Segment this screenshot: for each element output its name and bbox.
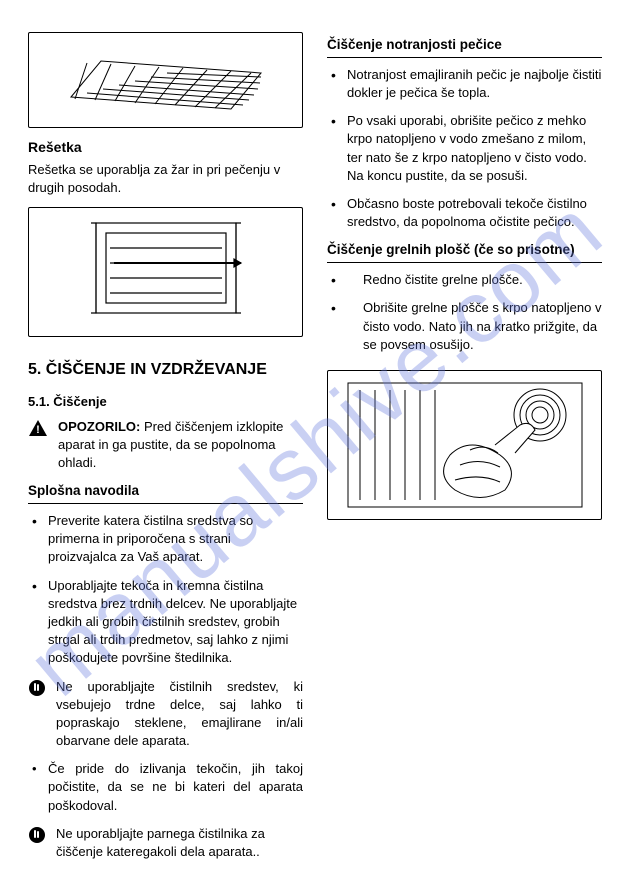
warning-icon: !: [28, 418, 50, 473]
subsection-title: 5.1. Čiščenje: [28, 393, 303, 411]
list-item: • Če pride do izlivanja tekočin, jih tak…: [28, 760, 303, 815]
list-item: Obrišite grelne plošče s krpo natopljeno…: [327, 299, 602, 354]
illustration-grille: [28, 32, 303, 128]
list-item: Po vsaki uporabi, obrišite pečico z mehk…: [327, 112, 602, 185]
list-item: Ne uporabljajte parnega čistilnika za či…: [28, 825, 303, 861]
grille-text: Rešetka se uporablja za žar in pri pečen…: [28, 161, 303, 197]
list-item: Redno čistite grelne plošče.: [327, 271, 602, 289]
interior-title: Čiščenje notranjosti pečice: [327, 36, 602, 58]
hand-icon: [28, 678, 48, 751]
grille-title: Rešetka: [28, 138, 303, 158]
list-item: Ne uporabljajte čistilnih sredstev, ki v…: [28, 678, 303, 751]
svg-text:!: !: [36, 424, 40, 436]
list-item: Občasno boste potrebovali tekoče čistiln…: [327, 195, 602, 231]
warning-text: OPOZORILO: Pred čiščenjem izklopite apar…: [58, 418, 303, 473]
hand-icon: [28, 825, 48, 861]
right-column: Čiščenje notranjosti pečice Notranjost e…: [327, 32, 602, 871]
section-title: 5. ČIŠČENJE IN VZDRŽEVANJE: [28, 359, 303, 381]
left-column: Rešetka Rešetka se uporablja za žar in p…: [28, 32, 303, 871]
general-title: Splošna navodila: [28, 482, 303, 504]
hotplates-title: Čiščenje grelnih plošč (če so prisotne): [327, 241, 602, 263]
hotplates-bullets: Redno čistite grelne plošče. Obrišite gr…: [327, 271, 602, 354]
illustration-oven: [28, 207, 303, 337]
warning-block: ! OPOZORILO: Pred čiščenjem izklopite ap…: [28, 418, 303, 473]
general-bullets: Preverite katera čistilna sredstva so pr…: [28, 512, 303, 668]
illustration-cleaning: [327, 370, 602, 520]
list-item: Preverite katera čistilna sredstva so pr…: [28, 512, 303, 567]
list-item: Notranjost emajliranih pečic je najbolje…: [327, 66, 602, 102]
iconed-bullets: Ne uporabljajte čistilnih sredstev, ki v…: [28, 678, 303, 862]
interior-bullets: Notranjost emajliranih pečic je najbolje…: [327, 66, 602, 232]
list-item: Uporabljajte tekoča in kremna čistilna s…: [28, 577, 303, 668]
